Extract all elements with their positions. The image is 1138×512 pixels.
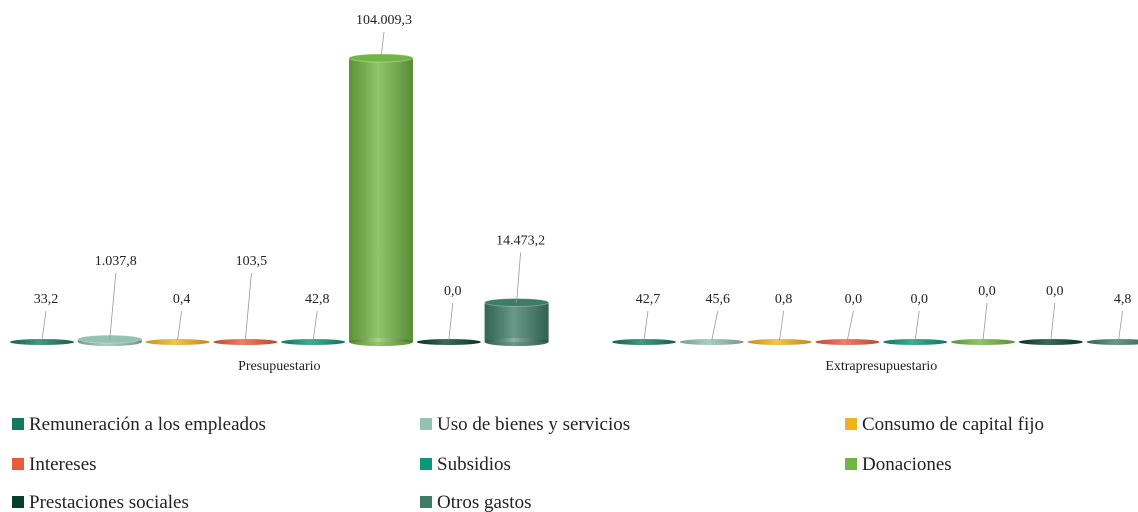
data-label: 4,8 [1114, 292, 1132, 307]
legend-swatch [12, 496, 24, 508]
data-label: 0,0 [978, 284, 996, 299]
data-label: 0,0 [1046, 284, 1064, 299]
legend-label: Prestaciones sociales [29, 492, 189, 512]
legend-label: Remuneración a los empleados [29, 414, 266, 435]
bar [747, 339, 812, 345]
leader-line [109, 272, 117, 340]
bar [1018, 339, 1083, 345]
data-label: 0,0 [910, 292, 928, 307]
legend-swatch [845, 418, 857, 430]
leader-line [245, 272, 252, 341]
data-label: 42,7 [636, 292, 661, 307]
legend-label: Otros gastos [437, 492, 531, 512]
data-label: 0,4 [173, 292, 191, 307]
leader-line [711, 310, 719, 341]
leader-line [643, 310, 649, 341]
legend-label: Donaciones [862, 454, 952, 475]
bar [416, 339, 481, 345]
leader-line [312, 310, 318, 341]
leader-line [516, 252, 521, 303]
bar [679, 339, 744, 345]
leader-line [448, 302, 454, 341]
legend-swatch [420, 418, 432, 430]
data-label: 0,8 [775, 292, 793, 307]
category-label: Presupuestario [238, 359, 320, 374]
bar [883, 339, 948, 345]
leader-line [914, 310, 920, 341]
legend-swatch [845, 458, 857, 470]
bar [484, 297, 550, 346]
leader-line [380, 31, 385, 59]
bar [77, 334, 143, 346]
legend-swatch [420, 496, 432, 508]
data-label: 45,6 [706, 292, 731, 307]
legend-swatch [12, 458, 24, 470]
data-label: 0,0 [444, 284, 462, 299]
data-label: 103,5 [236, 254, 268, 269]
legend-swatch [420, 458, 432, 470]
leader-line [177, 310, 182, 341]
bar [10, 339, 74, 345]
bar [815, 339, 880, 345]
bar [281, 339, 346, 345]
leader-line [41, 310, 47, 341]
leader-line [1118, 310, 1123, 341]
legend-label: Subsidios [437, 454, 511, 475]
bar [145, 339, 210, 345]
leader-line [982, 302, 988, 341]
data-label: 0,0 [845, 292, 863, 307]
leader-line [779, 310, 784, 341]
data-label: 33,2 [34, 292, 59, 307]
bar [612, 339, 676, 345]
leader-line [1050, 302, 1056, 341]
data-label: 14.473,2 [496, 233, 545, 248]
bar [348, 53, 414, 346]
data-label: 1.037,8 [95, 254, 137, 269]
legend-label: Consumo de capital fijo [862, 414, 1044, 435]
legend-swatch [12, 418, 24, 430]
bar [213, 339, 278, 345]
legend-label: Intereses [29, 454, 97, 475]
legend-label: Uso de bienes y servicios [437, 414, 630, 435]
data-label: 42,8 [305, 292, 330, 307]
category-label: Extrapresupuestario [825, 359, 937, 374]
bar [1086, 339, 1138, 345]
data-label: 104.009,3 [356, 13, 412, 28]
leader-line [847, 310, 854, 341]
bar [951, 339, 1015, 345]
